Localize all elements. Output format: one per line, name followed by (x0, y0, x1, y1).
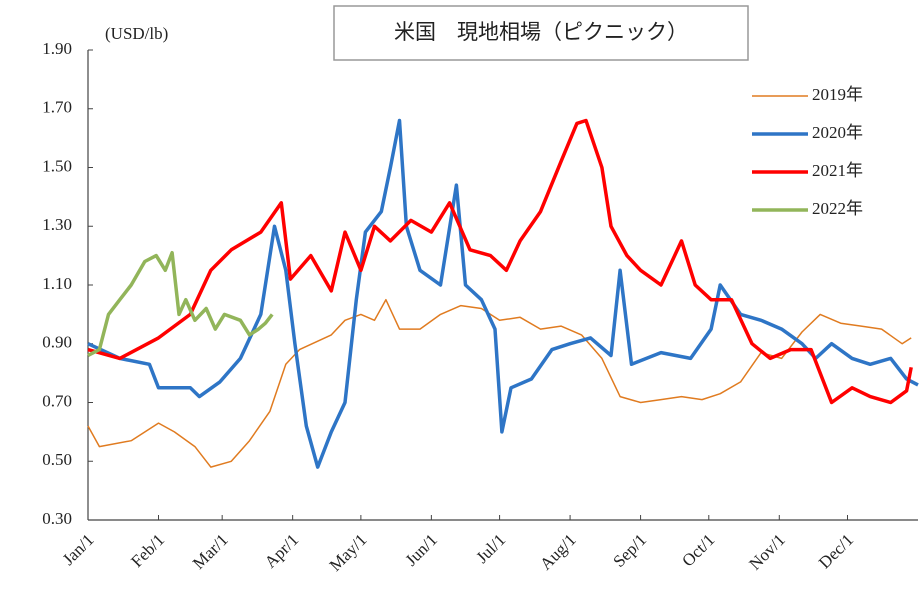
y-tick-label: 1.90 (42, 39, 72, 58)
y-tick-label: 0.70 (42, 391, 72, 410)
y-tick-label: 1.10 (42, 274, 72, 293)
x-tick-label: Dec/1 (815, 530, 857, 572)
x-tick-label: Jun/1 (401, 530, 440, 569)
x-tick-label: Aug/1 (536, 530, 579, 573)
y-tick-label: 1.50 (42, 156, 72, 175)
x-tick-label: Jan/1 (59, 530, 98, 569)
x-tick-label: Jul/1 (472, 530, 509, 567)
y-tick-label: 0.30 (42, 509, 72, 528)
x-tick-label: Apr/1 (261, 530, 302, 571)
chart-title: 米国 現地相場（ピクニック） (394, 20, 688, 44)
legend-label: 2021年 (812, 161, 863, 180)
y-tick-label: 1.30 (42, 215, 72, 234)
x-tick-label: Feb/1 (127, 530, 168, 571)
series-line (87, 118, 919, 469)
x-tick-label: Mar/1 (189, 530, 232, 573)
y-tick-label: 0.50 (42, 450, 72, 469)
legend-label: 2019年 (812, 85, 863, 104)
series-line (87, 250, 274, 358)
y-axis-label: (USD/lb) (105, 24, 168, 43)
y-tick-label: 0.90 (42, 333, 72, 352)
series-line (87, 118, 913, 405)
x-tick-label: Sep/1 (609, 530, 650, 571)
x-tick-label: Nov/1 (745, 530, 788, 573)
legend-label: 2022年 (812, 199, 863, 218)
x-tick-label: May/1 (326, 530, 371, 575)
y-tick-label: 1.70 (42, 98, 72, 117)
title-box (333, 5, 749, 61)
series-line (87, 298, 912, 468)
legend-label: 2020年 (812, 123, 863, 142)
x-tick-label: Oct/1 (678, 530, 718, 570)
